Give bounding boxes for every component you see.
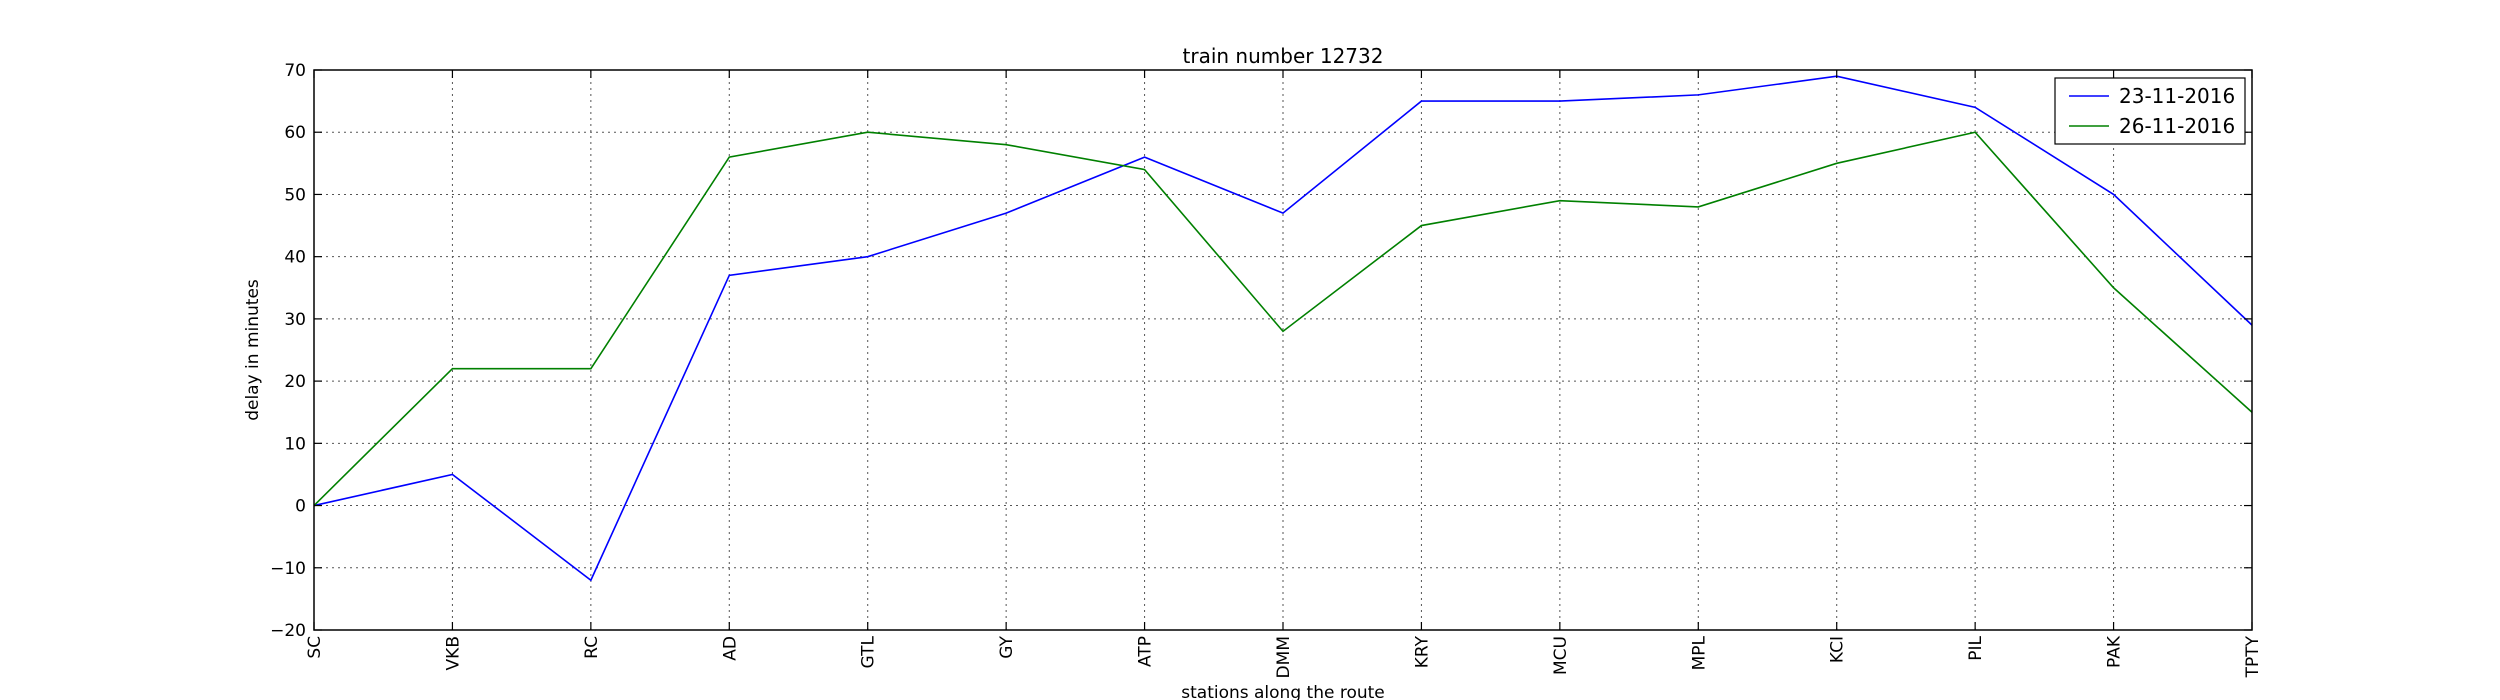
x-tick-label: ATP (1136, 636, 1156, 667)
y-tick-label: 0 (295, 497, 306, 517)
y-tick-label: −20 (270, 621, 306, 641)
chart-title: train number 12732 (1183, 44, 1384, 68)
x-tick-label: GY (997, 635, 1017, 658)
y-axis-label: delay in minutes (243, 279, 263, 421)
legend-label: 26-11-2016 (2119, 114, 2235, 138)
x-axis-label: stations along the route (1181, 683, 1385, 700)
y-tick-label: 70 (284, 61, 306, 81)
x-tick-label: RC (582, 636, 602, 659)
y-tick-label: −10 (270, 559, 306, 579)
x-tick-label: PAK (2105, 635, 2125, 668)
y-tick-label: 60 (284, 123, 306, 143)
y-tick-label: 40 (284, 248, 306, 268)
legend-label: 23-11-2016 (2119, 84, 2235, 108)
series-line-26-11-2016 (313, 131, 2253, 507)
x-tick-label: VKB (443, 636, 463, 670)
x-tick-label: PIL (1966, 635, 1986, 660)
y-tick-label: 50 (284, 185, 306, 205)
y-tick-label: 30 (284, 310, 306, 330)
y-tick-label: 10 (284, 434, 306, 454)
x-tick-label: SC (305, 636, 325, 659)
legend: 23-11-2016 26-11-2016 (2054, 77, 2246, 145)
x-tick-label: MCU (1551, 636, 1571, 675)
x-tick-label: DMM (1274, 636, 1294, 678)
x-tick-label: TPTY (2243, 635, 2263, 678)
ticks-layer: −20 −10 0 10 20 30 40 50 60 70 SC VKB RC AD GTL GY ATP DM… (270, 61, 2263, 678)
x-tick-label: KCI (1828, 636, 1848, 663)
series-line-23-11-2016 (313, 75, 2253, 582)
y-tick-label: 20 (284, 372, 306, 392)
series-layer (313, 75, 2253, 582)
x-tick-label: GTL (859, 635, 879, 668)
x-tick-label: MPL (1689, 635, 1709, 670)
x-tick-label: AD (720, 636, 740, 661)
x-tick-label: KRY (1412, 635, 1432, 668)
legend-box (2054, 77, 2246, 145)
grid-layer (314, 70, 2252, 630)
